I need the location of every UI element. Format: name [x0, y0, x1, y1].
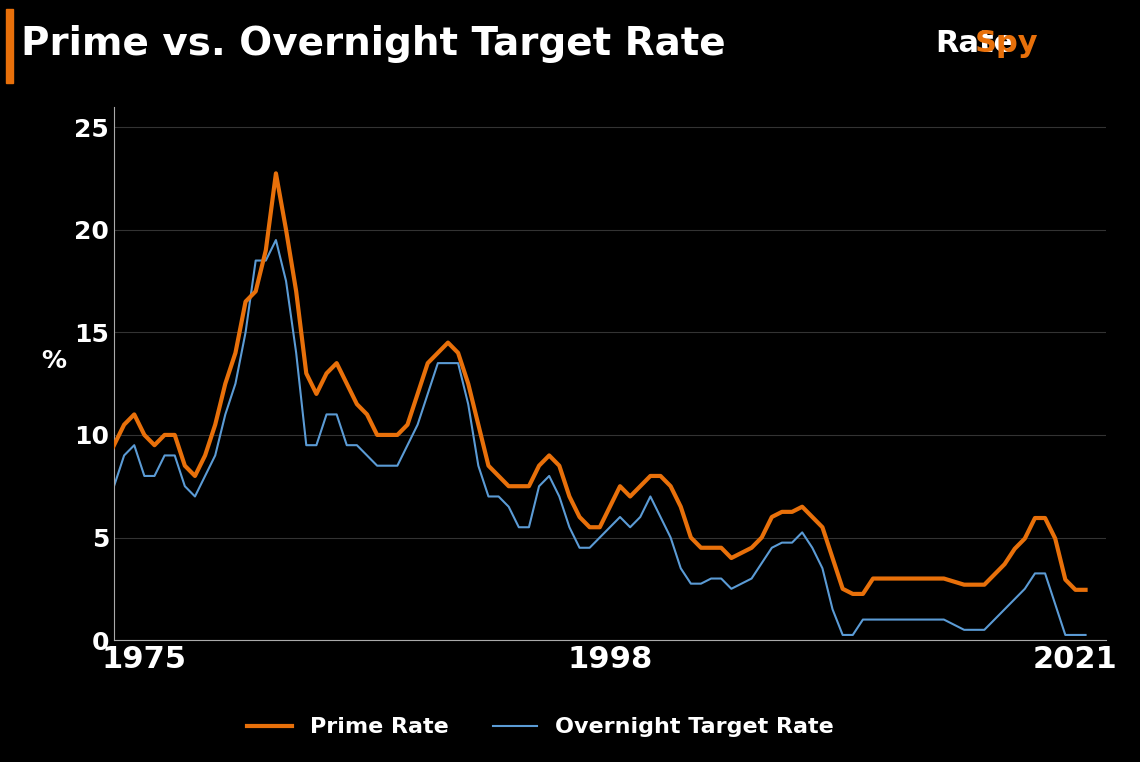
Y-axis label: %: % [41, 350, 66, 373]
Legend: Prime Rate, Overnight Target Rate: Prime Rate, Overnight Target Rate [238, 709, 842, 746]
Text: Prime vs. Overnight Target Rate: Prime vs. Overnight Target Rate [21, 25, 725, 62]
Bar [6, 9, 13, 83]
Text: Rate: Rate [935, 29, 1015, 59]
Text: Spy: Spy [975, 29, 1039, 59]
